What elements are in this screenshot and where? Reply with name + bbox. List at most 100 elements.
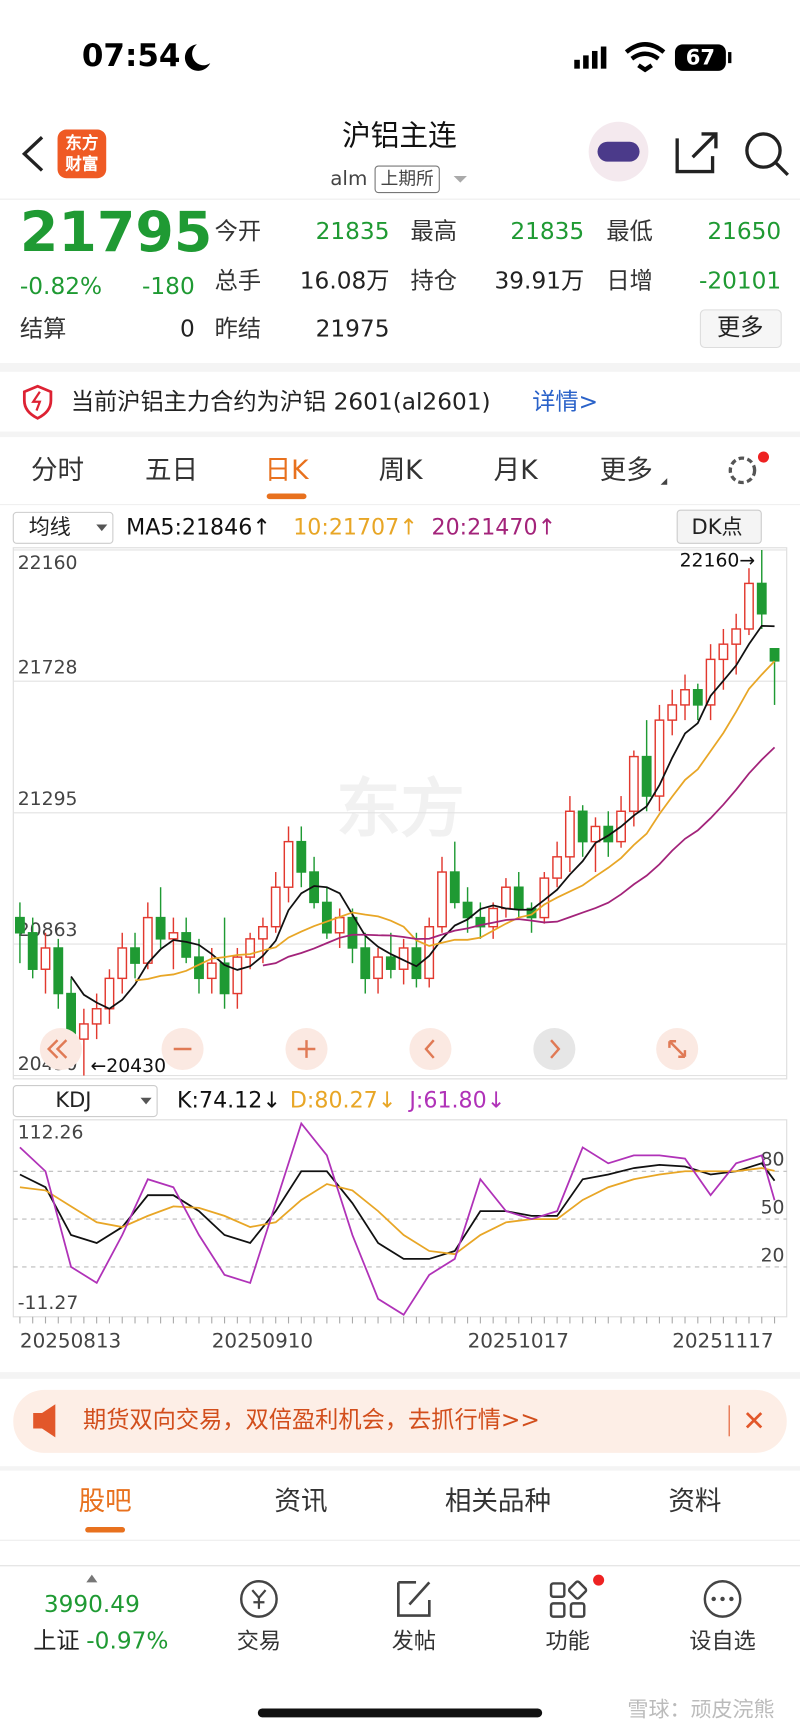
x-tick-label: 20251117 <box>672 1330 773 1353</box>
stat-value: 39.91万 <box>495 268 585 295</box>
share-button[interactable] <box>675 132 718 174</box>
megaphone-icon <box>33 1404 56 1438</box>
candle-body <box>206 962 217 980</box>
promo-banner[interactable] <box>13 1389 787 1453</box>
candle-body <box>539 877 550 919</box>
content-tab[interactable]: 资料 <box>668 1486 721 1517</box>
candle-body <box>462 901 473 919</box>
candle-body <box>232 956 243 995</box>
trade-icon-yen <box>251 1589 267 1609</box>
candle-body <box>603 825 614 843</box>
kdj-legend-item: J:61.80↓ <box>407 1088 505 1114</box>
prev-button[interactable] <box>409 1027 452 1071</box>
battery-level: 67 <box>686 45 715 70</box>
period-tab[interactable]: 更多 <box>600 455 653 486</box>
stat-value: 16.08万 <box>300 268 390 295</box>
ma-line <box>134 660 776 982</box>
settings-badge <box>757 451 770 463</box>
candle-body <box>513 886 524 910</box>
stat-label: 最低 <box>606 218 652 245</box>
max-annotation: 22160→ <box>680 551 756 572</box>
indicator-select-label[interactable]: 均线 <box>29 514 71 539</box>
content-tabs: 股吧 资讯 相关品种 资料 <box>79 1486 721 1533</box>
min-annotation: ←20430 <box>91 1056 167 1077</box>
index-name[interactable]: 上证 <box>33 1628 79 1655</box>
avatar-face <box>597 141 640 162</box>
settle-value: 0 <box>180 315 195 342</box>
candle-body <box>667 704 678 721</box>
candle-body <box>437 871 447 928</box>
period-tab[interactable]: 月K <box>494 455 539 486</box>
candle-body <box>488 907 499 928</box>
nav-item[interactable]: 交易 <box>237 1629 281 1655</box>
section-gap <box>0 362 800 372</box>
candle-body <box>641 755 652 797</box>
ma-legend-item: 20:21470↑ <box>432 514 557 540</box>
candle-body <box>245 938 256 958</box>
dk-button[interactable] <box>676 509 762 544</box>
y-tick-label: 21295 <box>18 789 78 810</box>
candle-body <box>78 1023 89 1040</box>
ma-legend-item: 10:21707↑ <box>293 514 418 540</box>
battery-tip <box>728 52 732 64</box>
banner-close[interactable] <box>745 1412 763 1429</box>
kdj-frame <box>12 1119 788 1318</box>
kdj-line <box>19 1162 776 1260</box>
dk-label[interactable]: DK点 <box>692 514 743 539</box>
y-tick-label: 112.26 <box>18 1123 84 1144</box>
period-tabs: 分时 五日 日K 周K 月K 更多 <box>31 455 668 500</box>
period-tab[interactable]: 分时 <box>31 455 84 486</box>
settings-button[interactable] <box>728 456 757 485</box>
period-tab[interactable]: 日K <box>265 455 310 486</box>
period-tab[interactable]: 周K <box>379 455 424 486</box>
x-tick-label: 20251017 <box>468 1330 569 1353</box>
index-value[interactable]: 3990.49 <box>44 1591 140 1618</box>
nav-item[interactable]: 设自选 <box>689 1629 755 1655</box>
notice-text: 当前沪铝主力合约为沪铝 2601(al2601) <box>71 388 491 415</box>
zoom-icons <box>46 1039 687 1059</box>
indicator-select[interactable] <box>12 511 114 544</box>
kdj-select[interactable] <box>12 1084 158 1118</box>
signal-icon <box>574 46 607 69</box>
candle-body <box>564 810 575 858</box>
index-toggle[interactable] <box>86 1574 98 1583</box>
candle-body <box>321 901 332 934</box>
next-button[interactable] <box>533 1027 576 1071</box>
stats-grid: 今开 21835 最高 21835 最低 21650 总手 16.08万 持仓 39.91万 日增 -… <box>215 218 782 342</box>
y-tick-label: 22160 <box>18 553 78 574</box>
nav-item[interactable]: 发帖 <box>392 1629 436 1655</box>
content-tab[interactable]: 相关品种 <box>445 1486 551 1517</box>
content-tab[interactable]: 股吧 <box>79 1486 132 1517</box>
candle-body <box>347 916 358 949</box>
more-label[interactable]: 更多 <box>717 314 763 341</box>
dropdown-arrow <box>140 1097 152 1105</box>
candle-body <box>91 1008 102 1025</box>
candle-body <box>385 956 396 970</box>
dropdown-arrow <box>96 524 108 532</box>
exchange-dropdown[interactable] <box>453 175 467 183</box>
more-button[interactable] <box>699 309 782 349</box>
search-handle <box>774 161 790 177</box>
nav-item[interactable]: 功能 <box>546 1629 590 1655</box>
settle-label: 结算 <box>20 315 66 342</box>
y2-tick-label: 20 <box>761 1245 785 1266</box>
period-tab[interactable]: 五日 <box>145 455 198 486</box>
kdj-line <box>19 1167 775 1256</box>
kdj-select-label[interactable]: KDJ <box>55 1087 91 1112</box>
ma-line <box>262 746 776 967</box>
content-tab[interactable]: 资讯 <box>274 1486 327 1517</box>
promo-text[interactable]: 期货双向交易，双倍盈利机会，去抓行情>> <box>83 1406 540 1433</box>
index-change[interactable]: -0.97% <box>86 1628 168 1655</box>
ma-legend-item: MA5:21846↑ <box>126 514 271 540</box>
exchange-badge <box>374 165 440 194</box>
back-button[interactable] <box>21 136 44 172</box>
notice-bolt <box>31 391 42 411</box>
notice-link[interactable]: 详情> <box>532 388 598 415</box>
watchlist-icon <box>703 1580 742 1618</box>
candle-body <box>130 947 140 964</box>
search-button[interactable] <box>745 132 782 169</box>
candle-body <box>731 628 742 645</box>
candle-body <box>194 956 204 980</box>
scroll-left-button[interactable] <box>39 1027 82 1071</box>
y2-tick-label: 80 <box>761 1150 785 1171</box>
